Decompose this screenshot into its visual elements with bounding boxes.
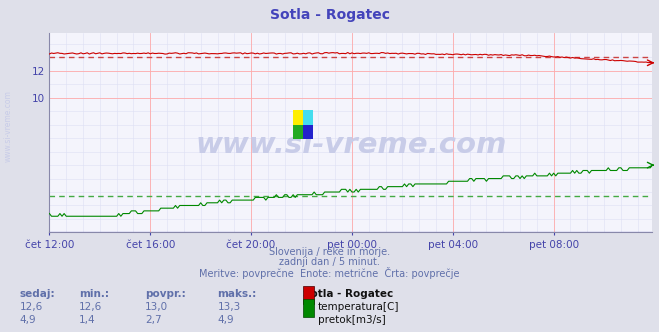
Text: sedaj:: sedaj: <box>20 289 55 299</box>
Text: 12,6: 12,6 <box>79 302 102 312</box>
Text: povpr.:: povpr.: <box>145 289 186 299</box>
Text: Sotla - Rogatec: Sotla - Rogatec <box>303 289 393 299</box>
Text: 12,6: 12,6 <box>20 302 43 312</box>
Text: 13,3: 13,3 <box>217 302 241 312</box>
Text: min.:: min.: <box>79 289 109 299</box>
Text: 1,4: 1,4 <box>79 315 96 325</box>
Text: 4,9: 4,9 <box>217 315 234 325</box>
Text: pretok[m3/s]: pretok[m3/s] <box>318 315 386 325</box>
Text: 13,0: 13,0 <box>145 302 168 312</box>
Bar <box>293 124 303 139</box>
Text: www.si-vreme.com: www.si-vreme.com <box>195 131 507 159</box>
Text: temperatura[C]: temperatura[C] <box>318 302 399 312</box>
Text: Slovenija / reke in morje.: Slovenija / reke in morje. <box>269 247 390 257</box>
Text: Sotla - Rogatec: Sotla - Rogatec <box>270 8 389 22</box>
Text: www.si-vreme.com: www.si-vreme.com <box>3 90 13 162</box>
Bar <box>303 124 313 139</box>
Text: Meritve: povprečne  Enote: metrične  Črta: povprečje: Meritve: povprečne Enote: metrične Črta:… <box>199 267 460 279</box>
Text: 2,7: 2,7 <box>145 315 161 325</box>
Text: 4,9: 4,9 <box>20 315 36 325</box>
Bar <box>303 110 313 124</box>
Text: maks.:: maks.: <box>217 289 257 299</box>
Bar <box>293 110 303 124</box>
Text: zadnji dan / 5 minut.: zadnji dan / 5 minut. <box>279 257 380 267</box>
